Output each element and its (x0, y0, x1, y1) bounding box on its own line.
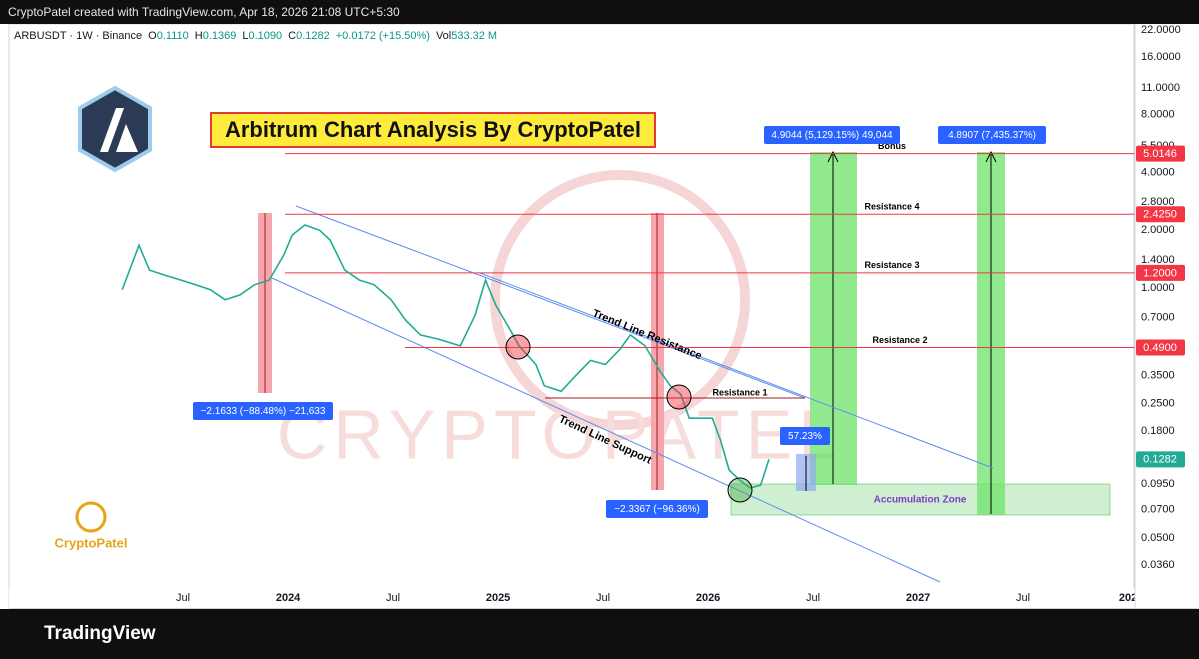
level-label: Resistance 4 (864, 202, 919, 212)
measure-label-box (606, 500, 708, 518)
x-tick-label: Jul (596, 592, 610, 604)
y-tick-label: 0.7000 (1141, 312, 1175, 324)
symbol: ARBUSDT · 1W · Binance (14, 30, 143, 42)
measure-label: 4.8907 (7,435.37%) (948, 130, 1036, 141)
chart-title: Arbitrum Chart Analysis By CryptoPatel (225, 117, 641, 142)
chart: CRYPTOPATEL Resistance 1 Trend Line Resi… (0, 24, 1199, 609)
legend-value: 0.1090 (248, 30, 283, 42)
y-tick-label: 0.0950 (1141, 478, 1175, 490)
y-tick-label: 2.0000 (1141, 224, 1175, 236)
legend-value: +0.0172 (+15.50%) (335, 30, 430, 42)
price-label: 1.2000 (1143, 267, 1177, 279)
legend-key: Vol (435, 30, 452, 42)
y-tick-label: 0.0360 (1141, 559, 1175, 571)
annotation: Accumulation Zone (874, 495, 967, 506)
arrow-head (827, 150, 839, 163)
legend-key: C (288, 30, 297, 42)
measure-label: −2.3367 (−96.36%) (614, 504, 700, 515)
measure-label-box (764, 126, 900, 144)
measure-label: 57.23% (788, 431, 822, 442)
title-box (210, 112, 656, 148)
watermark: CRYPTOPATEL (277, 395, 844, 473)
y-tick-label: 4.0000 (1141, 166, 1175, 178)
y-tick-label: 0.2500 (1141, 398, 1175, 410)
price-axis (1135, 24, 1199, 608)
footer: TradingView (0, 609, 1199, 659)
price-label-box (1136, 339, 1185, 356)
x-tick-label: 202 (1119, 592, 1137, 604)
price-label: 0.1282 (1143, 454, 1177, 466)
trend-line (271, 277, 941, 583)
highlight-circle (727, 477, 753, 503)
x-tick-label: Jul (386, 592, 400, 604)
x-tick-label: 2026 (696, 592, 720, 604)
x-tick-label: Jul (1016, 592, 1030, 604)
level-label: Resistance 2 (872, 335, 927, 345)
legend-value: 533.32 M (451, 30, 498, 42)
arrow-head (985, 150, 997, 163)
price-label-box (1136, 145, 1185, 162)
legend-value: 0.1110 (156, 30, 189, 42)
axis-corner (9, 608, 1199, 609)
level-label: Resistance 3 (864, 260, 919, 270)
y-tick-label: 0.0700 (1141, 504, 1175, 516)
legend-key: H (194, 30, 203, 42)
level-label: Resistance 1 (712, 387, 767, 397)
price-label: 5.0146 (1143, 148, 1177, 160)
price-label-box (1136, 206, 1185, 223)
y-tick-label: 1.4000 (1141, 254, 1175, 266)
legend: ARBUSDT · 1W · Binance O0.1110 H0.1369 L0.1… (14, 30, 497, 42)
legend-key: L (242, 30, 249, 42)
measure-label-box (780, 427, 830, 445)
y-tick-label: 0.1800 (1141, 425, 1175, 437)
y-tick-label: 11.0000 (1141, 82, 1180, 94)
y-tick-label: 2.8000 (1141, 196, 1175, 208)
x-tick-label: 2024 (276, 592, 301, 604)
highlight-circle (666, 384, 692, 410)
price-label: 0.4900 (1143, 342, 1177, 354)
brand: TradingView (44, 623, 156, 644)
highlight-circle (505, 334, 531, 360)
measure-label-box (938, 126, 1046, 144)
x-tick-label: 2025 (486, 592, 510, 604)
legend-value: 0.1282 (296, 30, 330, 42)
y-tick-label: 0.0500 (1141, 532, 1175, 544)
logo-text: CryptoPatel (55, 535, 128, 550)
x-tick-label: 2027 (906, 592, 930, 604)
y-tick-label: 16.0000 (1141, 51, 1181, 63)
price-label-box (1136, 264, 1185, 281)
legend-key: O (148, 30, 157, 42)
measure-label: 4.9044 (5,129.15%) 49,044 (771, 130, 893, 141)
trend-line (295, 205, 806, 399)
time-axis (9, 588, 1135, 608)
cryptopatel-logo (75, 501, 107, 533)
level-label: Bonus (878, 141, 906, 151)
price-label-box (1136, 451, 1185, 468)
x-tick-label: Jul (176, 592, 190, 604)
y-tick-label: 0.3500 (1141, 370, 1175, 382)
arbitrum-logo-mark (100, 108, 138, 152)
accumulation-zone (730, 483, 1111, 516)
price-line (121, 224, 770, 489)
header: CryptoPatel created with TradingView.com… (0, 0, 1199, 24)
y-tick-label: 8.0000 (1141, 109, 1175, 121)
trend-line (479, 272, 994, 469)
y-tick-label: 22.0000 (1141, 24, 1181, 36)
y-tick-label: 1.0000 (1141, 282, 1175, 294)
measure-label: −2.1633 (−88.48%) −21,633 (201, 406, 326, 417)
measure-label-box (193, 402, 333, 420)
price-label: 2.4250 (1143, 209, 1177, 221)
x-tick-label: Jul (806, 592, 820, 604)
legend-value: 0.1369 (202, 30, 237, 42)
watermark-ring (490, 170, 750, 430)
